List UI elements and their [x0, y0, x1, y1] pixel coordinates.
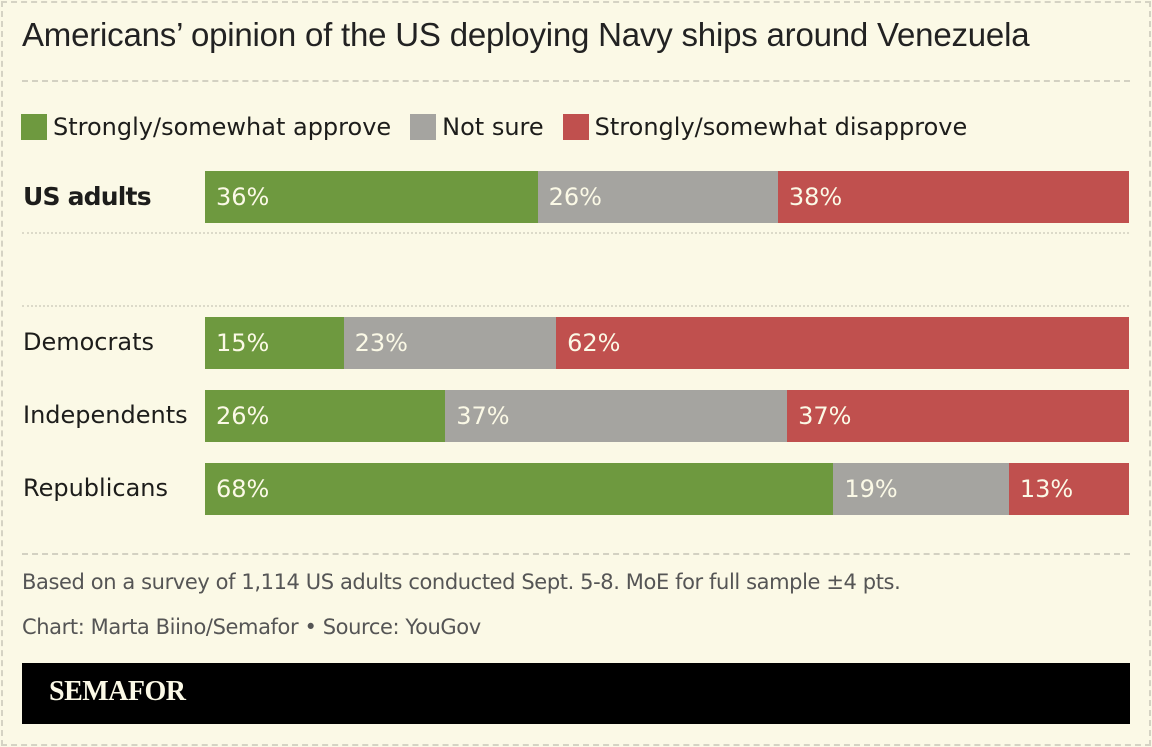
- data-label: 37%: [456, 402, 510, 430]
- bar-segment-not-sure: 19%: [833, 463, 1009, 515]
- bar-segment-strongly-somewhat-approve: 26%: [205, 390, 446, 442]
- stacked-bar-democrats: 15% 23% 62%: [205, 317, 1129, 369]
- stacked-bar-independents: 26% 37% 37%: [205, 390, 1129, 442]
- row-divider: [22, 232, 1129, 234]
- legend: Strongly/somewhat approve Not sure Stron…: [21, 113, 986, 141]
- data-label: 37%: [798, 402, 852, 430]
- bar-segment-strongly-somewhat-disapprove: 62%: [556, 317, 1129, 369]
- chart-title: Americans’ opinion of the US deploying N…: [22, 16, 1030, 53]
- bar-segment-strongly-somewhat-approve: 36%: [205, 171, 538, 223]
- source-credit: Chart: Marta Biino/Semafor • Source: You…: [22, 615, 481, 639]
- brand-bar: SEMAFOR: [22, 663, 1130, 724]
- bar-segment-strongly-somewhat-disapprove: 13%: [1008, 463, 1129, 515]
- data-label: 13%: [1019, 475, 1074, 503]
- data-label: 23%: [354, 329, 408, 357]
- data-label: 38%: [788, 183, 843, 211]
- data-label: 15%: [216, 329, 270, 357]
- data-label: 36%: [216, 183, 270, 211]
- category-label-republicans: Republicans: [23, 474, 168, 502]
- title-divider: [22, 80, 1130, 82]
- legend-item-approve: Strongly/somewhat approve: [21, 113, 391, 141]
- category-label-independents: Independents: [23, 401, 188, 429]
- stacked-bar-republicans: 68% 19% 13%: [205, 463, 1129, 515]
- legend-swatch-approve: [21, 114, 47, 140]
- legend-swatch-not-sure: [410, 114, 437, 140]
- data-label: 68%: [216, 475, 270, 503]
- survey-note: Based on a survey of 1,114 US adults con…: [22, 570, 901, 594]
- data-label: 62%: [567, 329, 621, 357]
- category-label-democrats: Democrats: [23, 328, 154, 356]
- legend-swatch-disapprove: [562, 114, 589, 140]
- bar-segment-strongly-somewhat-disapprove: 38%: [777, 171, 1129, 223]
- legend-label-approve: Strongly/somewhat approve: [53, 113, 392, 141]
- category-label-us-adults: US adults: [23, 182, 152, 211]
- legend-label-disapprove: Strongly/somewhat disapprove: [594, 113, 968, 141]
- footer-divider: [22, 553, 1130, 555]
- bar-segment-not-sure: 37%: [445, 390, 788, 442]
- data-label: 26%: [548, 183, 602, 211]
- row-divider: [22, 305, 1129, 307]
- brand-logo: SEMAFOR: [49, 676, 186, 707]
- legend-item-disapprove: Strongly/somewhat disapprove: [562, 113, 968, 141]
- data-label: 19%: [844, 475, 898, 503]
- stacked-bar-us-adults: 36% 26% 38%: [205, 171, 1129, 223]
- legend-item-not-sure: Not sure: [410, 113, 544, 141]
- bar-segment-strongly-somewhat-approve: 15%: [205, 317, 344, 369]
- legend-label-not-sure: Not sure: [442, 113, 544, 141]
- bar-segment-not-sure: 23%: [343, 317, 557, 369]
- bar-segment-strongly-somewhat-disapprove: 37%: [787, 390, 1129, 442]
- data-label: 26%: [216, 402, 270, 430]
- bar-segment-not-sure: 26%: [537, 171, 778, 223]
- bar-segment-strongly-somewhat-approve: 68%: [205, 463, 834, 515]
